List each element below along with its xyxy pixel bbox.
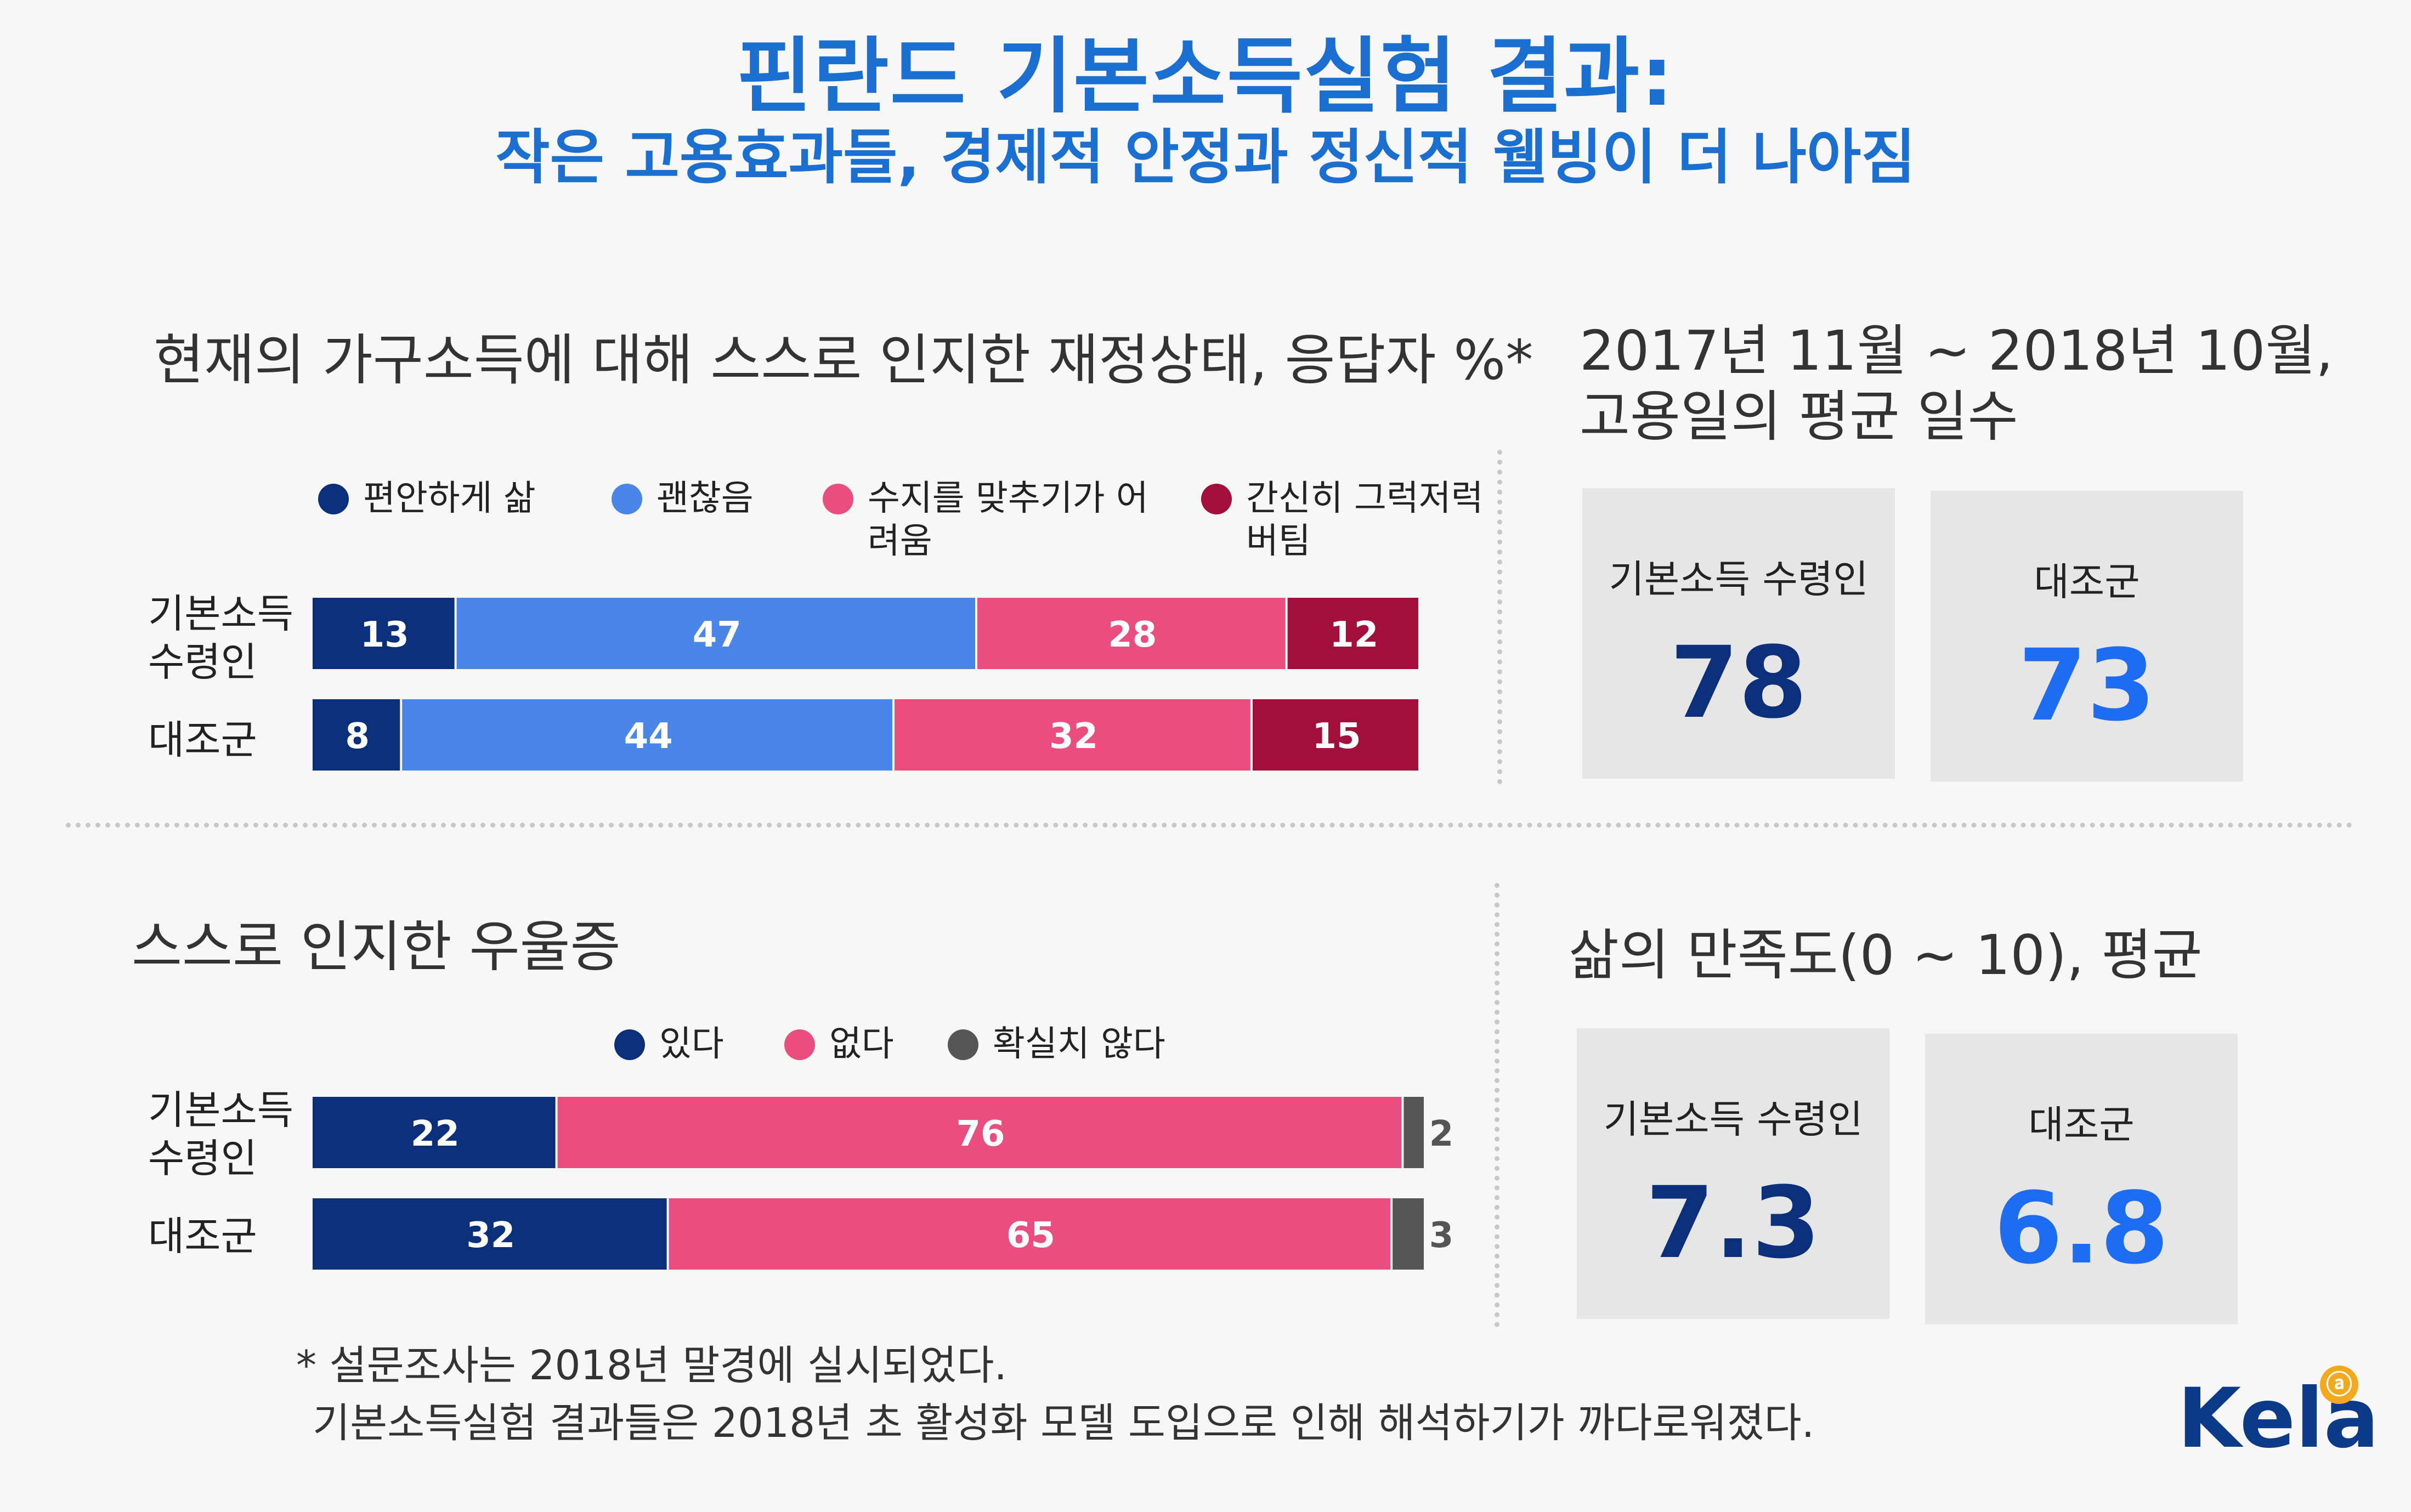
employment-card-control: 대조군 73	[1931, 491, 2243, 782]
page-subtitle: 작은 고용효과들, 경제적 안정과 정신적 웰빙이 더 나아짐	[495, 123, 1916, 192]
legend-item-comfortable: 편안하게 삶	[318, 477, 536, 520]
card-label: 기본소득 수령인	[1603, 1097, 1863, 1142]
satisfaction-card-control: 대조군 6.8	[1925, 1034, 2238, 1324]
depression-chart-title: 스스로 인지한 우울증	[132, 915, 621, 979]
bar-segment	[977, 598, 1286, 669]
bar-value-label: 47	[693, 615, 742, 655]
legend-item-difficult: 수지를 맞추기가 어려움	[823, 477, 1174, 563]
bar-value-label: 32	[1049, 716, 1098, 757]
legend-dot-icon	[823, 484, 853, 514]
bar-value-label: 12	[1329, 615, 1378, 655]
bar-segment	[313, 1097, 556, 1168]
bar-segment	[402, 699, 893, 771]
legend-label: 괜찮음	[656, 478, 754, 519]
card-value: 78	[1669, 626, 1808, 740]
card-label: 대조군	[2028, 1102, 2135, 1147]
bar-value-label: 3	[1429, 1215, 1454, 1256]
card-label: 대조군	[2034, 559, 2140, 604]
card-value: 6.8	[1994, 1171, 2169, 1286]
employment-title-line1: 2017년 11월 ~ 2018년 10월,	[1580, 319, 2334, 383]
legend-item-yes: 있다	[614, 1023, 724, 1066]
card-value: 73	[2018, 628, 2156, 743]
finance-row-label-control: 대조군	[148, 717, 257, 763]
bar-value-label: 44	[624, 716, 673, 757]
card-value: 7.3	[1645, 1166, 1821, 1281]
legend-label: 없다	[829, 1024, 894, 1064]
legend-item-barely: 간신히 그럭저럭 버팀	[1201, 477, 1508, 563]
kela-logo-badge-icon: ⓐ	[2320, 1366, 2358, 1404]
footnote-line2: 기본소득실험 결과들은 2018년 초 활성화 모델 도입으로 인해 해석하기가…	[313, 1400, 1815, 1447]
bar-value-label: 13	[360, 615, 409, 655]
vertical-divider-bottom	[1495, 883, 1499, 1327]
bar-segment	[1287, 598, 1418, 669]
bar-segment	[313, 1198, 667, 1270]
finance-row-label-recipients: 기본소득 수령인	[148, 591, 293, 685]
legend-item-no: 없다	[784, 1023, 894, 1066]
legend-dot-icon	[614, 1029, 645, 1060]
bar-value-label: 28	[1108, 615, 1157, 655]
legend-label: 있다	[659, 1024, 724, 1064]
depression-stacked-bar-chart: 22 76 2 32 65 3	[313, 1097, 1454, 1270]
bar-segment	[1252, 699, 1418, 771]
bar-segment	[1393, 1198, 1424, 1270]
bar-value-label: 65	[1006, 1215, 1055, 1256]
depression-row-label-recipients: 기본소득 수령인	[148, 1087, 293, 1181]
bar-value-label: 76	[956, 1114, 1005, 1154]
horizontal-divider	[66, 823, 2353, 828]
bar-value-label: 15	[1312, 716, 1361, 757]
bar-segment	[456, 598, 975, 669]
bar-segment	[313, 598, 455, 669]
legend-label: 간신히 그럭저럭 버팀	[1246, 478, 1484, 562]
legend-dot-icon	[948, 1029, 978, 1060]
finance-stacked-bar-chart: 13 47 28 12 8 44 32 15	[313, 598, 1418, 771]
card-label: 기본소득 수령인	[1609, 557, 1869, 602]
bar-value-label: 8	[345, 716, 370, 757]
satisfaction-title: 삶의 만족도(0 ~ 10), 평균	[1569, 923, 2203, 987]
legend-item-ok: 괜찮음	[612, 477, 754, 520]
legend-label: 확실치 않다	[993, 1024, 1165, 1064]
bar-segment	[895, 699, 1250, 771]
legend-dot-icon	[1201, 484, 1232, 514]
legend-dot-icon	[784, 1029, 815, 1060]
finance-chart-title: 현재의 가구소득에 대해 스스로 인지한 재정상태, 응답자 %*	[154, 328, 1533, 392]
bar-segment	[1403, 1097, 1424, 1168]
legend-label: 편안하게 삶	[363, 478, 536, 519]
satisfaction-card-recipients: 기본소득 수령인 7.3	[1577, 1028, 1889, 1319]
bar-segment	[669, 1198, 1391, 1270]
employment-card-recipients: 기본소득 수령인 78	[1582, 488, 1895, 779]
legend-item-unsure: 확실치 않다	[948, 1023, 1165, 1066]
bar-value-label: 22	[411, 1114, 460, 1154]
employment-title-line2: 고용일의 평균 일수	[1580, 384, 2018, 449]
legend-dot-icon	[318, 484, 349, 514]
bar-value-label: 2	[1429, 1114, 1454, 1154]
bar-segment	[557, 1097, 1402, 1168]
page-title: 핀란드 기본소득실험 결과:	[736, 29, 1675, 124]
employment-title: 2017년 11월 ~ 2018년 10월, 고용일의 평균 일수	[1580, 318, 2333, 450]
footnote-line1: * 설문조사는 2018년 말경에 실시되었다.	[296, 1342, 1008, 1389]
legend-dot-icon	[612, 484, 642, 514]
bar-value-label: 32	[466, 1215, 515, 1256]
vertical-divider-top	[1497, 450, 1502, 784]
bar-segment	[313, 699, 400, 771]
depression-row-label-control: 대조군	[148, 1213, 257, 1259]
legend-label: 수지를 맞추기가 어려움	[868, 478, 1148, 562]
